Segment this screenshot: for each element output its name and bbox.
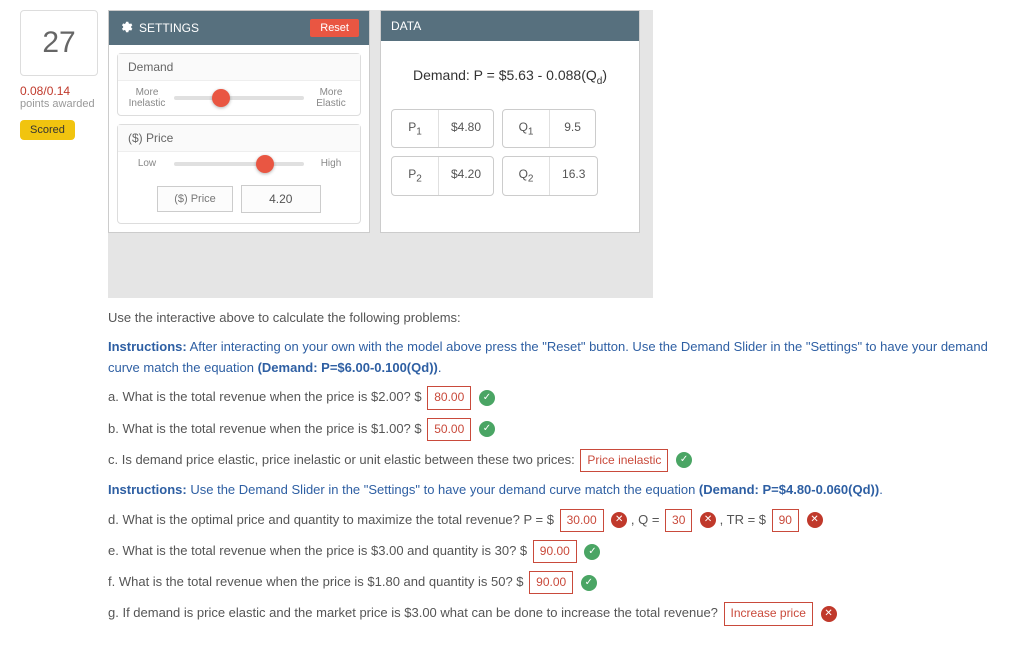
price-input-label: ($) Price bbox=[157, 186, 233, 212]
demand-title: Demand bbox=[118, 54, 360, 81]
p2-pair: P2 $4.20 bbox=[391, 156, 494, 195]
data-title: DATA bbox=[391, 19, 421, 33]
q1-label: Q1 bbox=[503, 110, 549, 147]
p1-value: $4.80 bbox=[438, 110, 493, 147]
price-input[interactable] bbox=[241, 185, 321, 213]
demand-right-label: More Elastic bbox=[312, 87, 350, 109]
q2-label: Q2 bbox=[503, 157, 549, 194]
demand-equation: Demand: P = $5.63 - 0.088(Qd) bbox=[391, 51, 629, 109]
question-b: b. What is the total revenue when the pr… bbox=[108, 418, 1004, 441]
question-a: a. What is the total revenue when the pr… bbox=[108, 386, 1004, 409]
settings-header: SETTINGS Reset bbox=[109, 11, 369, 45]
demand-slider-thumb[interactable] bbox=[212, 89, 230, 107]
settings-title: SETTINGS bbox=[139, 21, 199, 35]
q1-pair: Q1 9.5 bbox=[502, 109, 596, 148]
question-e: e. What is the total revenue when the pr… bbox=[108, 540, 1004, 563]
data-panel: DATA Demand: P = $5.63 - 0.088(Qd) P1 $4… bbox=[380, 10, 640, 233]
instructions-1: Instructions: After interacting on your … bbox=[108, 337, 1004, 379]
price-title: ($) Price bbox=[118, 125, 360, 152]
check-icon: ✓ bbox=[479, 421, 495, 437]
question-g: g. If demand is price elastic and the ma… bbox=[108, 602, 1004, 625]
price-slider-thumb[interactable] bbox=[256, 155, 274, 173]
gear-icon bbox=[119, 20, 133, 37]
question-d: d. What is the optimal price and quantit… bbox=[108, 509, 1004, 532]
answer-a[interactable]: 80.00 bbox=[427, 386, 471, 409]
p2-value: $4.20 bbox=[438, 157, 493, 194]
answer-d2[interactable]: 30 bbox=[665, 509, 692, 532]
status-badge: Scored bbox=[20, 120, 75, 140]
answer-e[interactable]: 90.00 bbox=[533, 540, 577, 563]
demand-group: Demand More Inelastic More Elastic bbox=[117, 53, 361, 116]
check-icon: ✓ bbox=[676, 452, 692, 468]
p1-label: P1 bbox=[392, 110, 438, 147]
check-icon: ✓ bbox=[479, 390, 495, 406]
question-body: Use the interactive above to calculate t… bbox=[108, 308, 1004, 626]
q2-value: 16.3 bbox=[549, 157, 597, 194]
answer-b[interactable]: 50.00 bbox=[427, 418, 471, 441]
x-icon: ✕ bbox=[611, 512, 627, 528]
data-header: DATA bbox=[381, 11, 639, 41]
price-group: ($) Price Low High ($) Price bbox=[117, 124, 361, 224]
p2-label: P2 bbox=[392, 157, 438, 194]
check-icon: ✓ bbox=[581, 575, 597, 591]
left-sidebar: 27 0.08/0.14 points awarded Scored bbox=[20, 10, 98, 140]
reset-button[interactable]: Reset bbox=[310, 19, 359, 37]
answer-f[interactable]: 90.00 bbox=[529, 571, 573, 594]
points-label: points awarded bbox=[20, 98, 98, 110]
demand-slider[interactable] bbox=[174, 96, 304, 100]
x-icon: ✕ bbox=[700, 512, 716, 528]
answer-d1[interactable]: 30.00 bbox=[560, 509, 604, 532]
q1-value: 9.5 bbox=[549, 110, 595, 147]
check-icon: ✓ bbox=[584, 544, 600, 560]
p1-pair: P1 $4.80 bbox=[391, 109, 494, 148]
intro-text: Use the interactive above to calculate t… bbox=[108, 308, 1004, 329]
x-icon: ✕ bbox=[807, 512, 823, 528]
price-left-label: Low bbox=[128, 158, 166, 169]
answer-g[interactable]: Increase price bbox=[724, 602, 813, 625]
question-c: c. Is demand price elastic, price inelas… bbox=[108, 449, 1004, 472]
price-right-label: High bbox=[312, 158, 350, 169]
question-f: f. What is the total revenue when the pr… bbox=[108, 571, 1004, 594]
answer-c[interactable]: Price inelastic bbox=[580, 449, 668, 472]
answer-d3[interactable]: 90 bbox=[772, 509, 799, 532]
interactive-area: SETTINGS Reset Demand More Inelastic bbox=[108, 10, 653, 298]
points-value: 0.08/0.14 bbox=[20, 84, 98, 98]
x-icon: ✕ bbox=[821, 606, 837, 622]
demand-left-label: More Inelastic bbox=[128, 87, 166, 109]
q2-pair: Q2 16.3 bbox=[502, 156, 598, 195]
price-slider[interactable] bbox=[174, 162, 304, 166]
settings-panel: SETTINGS Reset Demand More Inelastic bbox=[108, 10, 370, 233]
question-number: 27 bbox=[20, 10, 98, 76]
instructions-2: Instructions: Use the Demand Slider in t… bbox=[108, 480, 1004, 501]
